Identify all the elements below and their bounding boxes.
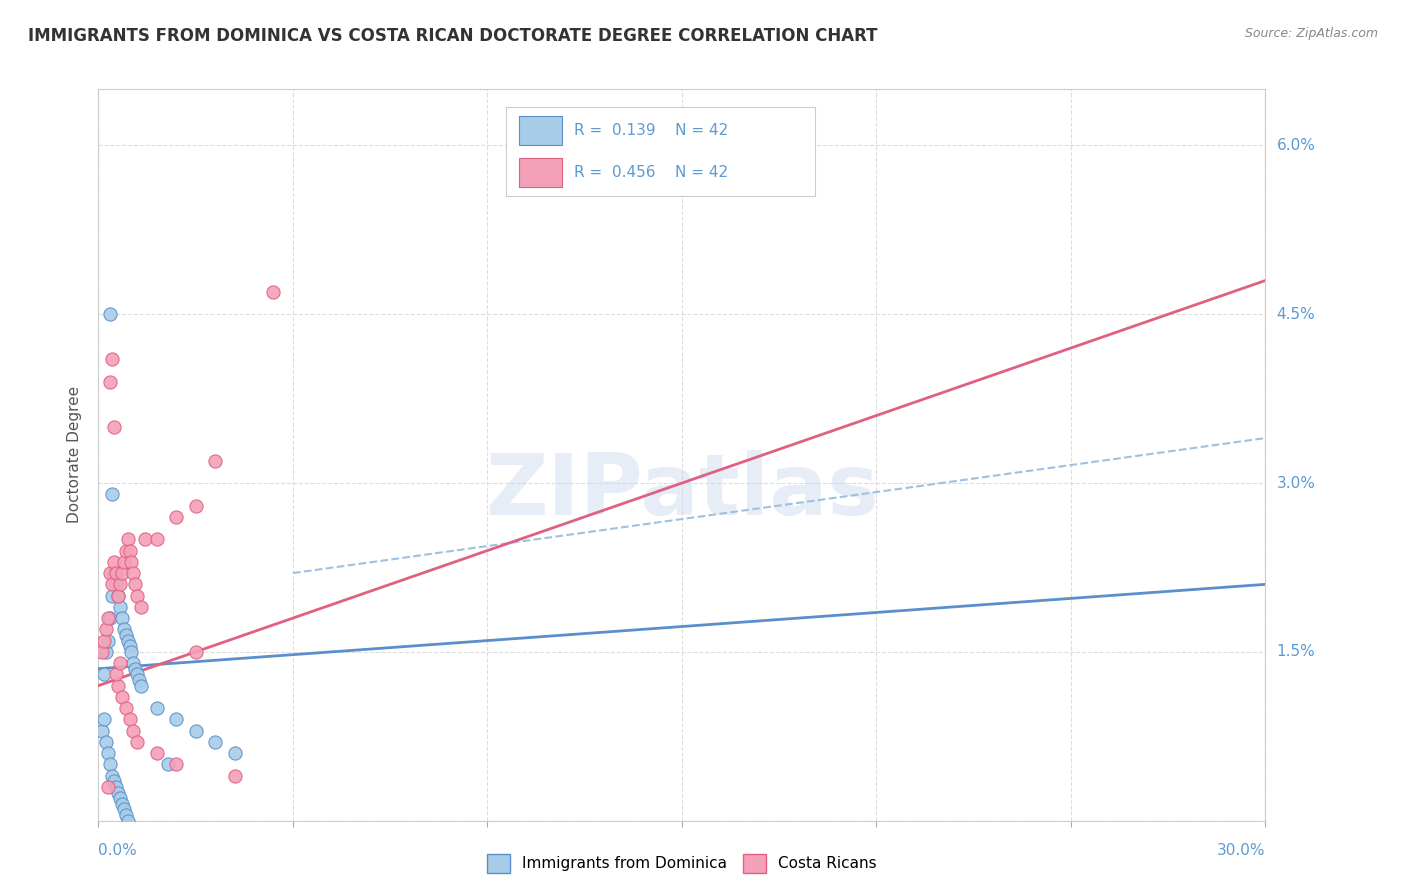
Text: 0.0%: 0.0%: [98, 843, 138, 858]
Point: [204, 453, 226, 467]
Point: [101, 577, 124, 591]
Point: [104, 667, 127, 681]
Point: [111, 690, 134, 704]
Point: [111, 566, 134, 580]
Bar: [519, 158, 562, 187]
Text: 3.0%: 3.0%: [1277, 475, 1316, 491]
Point: [101, 487, 124, 501]
Point: [117, 814, 139, 828]
Text: ZIPatlas: ZIPatlas: [485, 450, 879, 533]
Point: [157, 757, 180, 772]
Point: [224, 746, 246, 760]
Point: [117, 533, 139, 547]
Point: [124, 662, 146, 676]
Text: Source: ZipAtlas.com: Source: ZipAtlas.com: [1244, 27, 1378, 40]
Point: [114, 701, 136, 715]
Point: [114, 808, 136, 822]
Y-axis label: Doctorate Degree: Doctorate Degree: [67, 386, 83, 524]
Point: [114, 628, 136, 642]
Point: [129, 599, 152, 614]
Point: [107, 679, 129, 693]
Point: [112, 623, 135, 637]
Bar: [519, 116, 562, 145]
Point: [129, 679, 152, 693]
Point: [127, 589, 149, 603]
Point: [98, 757, 121, 772]
Point: [104, 577, 127, 591]
Point: [93, 633, 115, 648]
Point: [118, 639, 141, 653]
Point: [107, 589, 129, 603]
Point: [122, 566, 145, 580]
Point: [117, 633, 139, 648]
Text: IMMIGRANTS FROM DOMINICA VS COSTA RICAN DOCTORATE DEGREE CORRELATION CHART: IMMIGRANTS FROM DOMINICA VS COSTA RICAN …: [28, 27, 877, 45]
Legend: Immigrants from Dominica, Costa Ricans: Immigrants from Dominica, Costa Ricans: [481, 848, 883, 879]
Text: R =  0.456    N = 42: R = 0.456 N = 42: [574, 165, 728, 179]
Point: [122, 723, 145, 738]
Text: 6.0%: 6.0%: [1277, 138, 1316, 153]
Point: [98, 566, 121, 580]
Point: [108, 599, 131, 614]
Point: [134, 533, 156, 547]
Point: [124, 577, 146, 591]
Point: [98, 611, 121, 625]
Point: [93, 712, 115, 726]
Point: [165, 757, 187, 772]
Point: [108, 791, 131, 805]
Point: [103, 774, 125, 789]
Point: [121, 645, 143, 659]
Point: [91, 645, 114, 659]
Point: [107, 589, 129, 603]
Point: [204, 735, 226, 749]
Point: [101, 352, 124, 367]
Point: [107, 785, 129, 799]
Point: [93, 667, 115, 681]
Point: [111, 797, 134, 811]
Point: [104, 566, 127, 580]
Point: [108, 656, 131, 670]
Point: [97, 780, 120, 794]
Point: [96, 645, 118, 659]
Point: [111, 611, 134, 625]
Point: [91, 723, 114, 738]
Point: [103, 566, 125, 580]
Point: [128, 673, 150, 687]
Point: [114, 543, 136, 558]
Point: [97, 746, 120, 760]
Point: [96, 735, 118, 749]
Point: [224, 769, 246, 783]
Text: R =  0.139    N = 42: R = 0.139 N = 42: [574, 123, 728, 137]
Point: [127, 667, 149, 681]
Point: [146, 701, 169, 715]
Point: [184, 499, 207, 513]
Point: [165, 509, 187, 524]
Point: [98, 375, 121, 389]
Text: 1.5%: 1.5%: [1277, 644, 1315, 659]
Point: [97, 633, 120, 648]
Point: [97, 611, 120, 625]
Point: [101, 769, 124, 783]
Text: 4.5%: 4.5%: [1277, 307, 1315, 322]
Point: [146, 746, 169, 760]
Point: [108, 577, 131, 591]
Point: [184, 645, 207, 659]
Point: [98, 307, 121, 321]
Point: [122, 656, 145, 670]
Point: [104, 780, 127, 794]
Point: [103, 419, 125, 434]
Point: [146, 533, 169, 547]
Point: [184, 723, 207, 738]
Point: [118, 543, 141, 558]
Point: [101, 589, 124, 603]
Point: [112, 802, 135, 816]
Point: [96, 623, 118, 637]
Point: [112, 555, 135, 569]
Text: 30.0%: 30.0%: [1218, 843, 1265, 858]
Point: [118, 712, 141, 726]
Point: [127, 735, 149, 749]
Point: [165, 712, 187, 726]
Point: [121, 555, 143, 569]
Point: [262, 285, 284, 299]
Point: [103, 555, 125, 569]
